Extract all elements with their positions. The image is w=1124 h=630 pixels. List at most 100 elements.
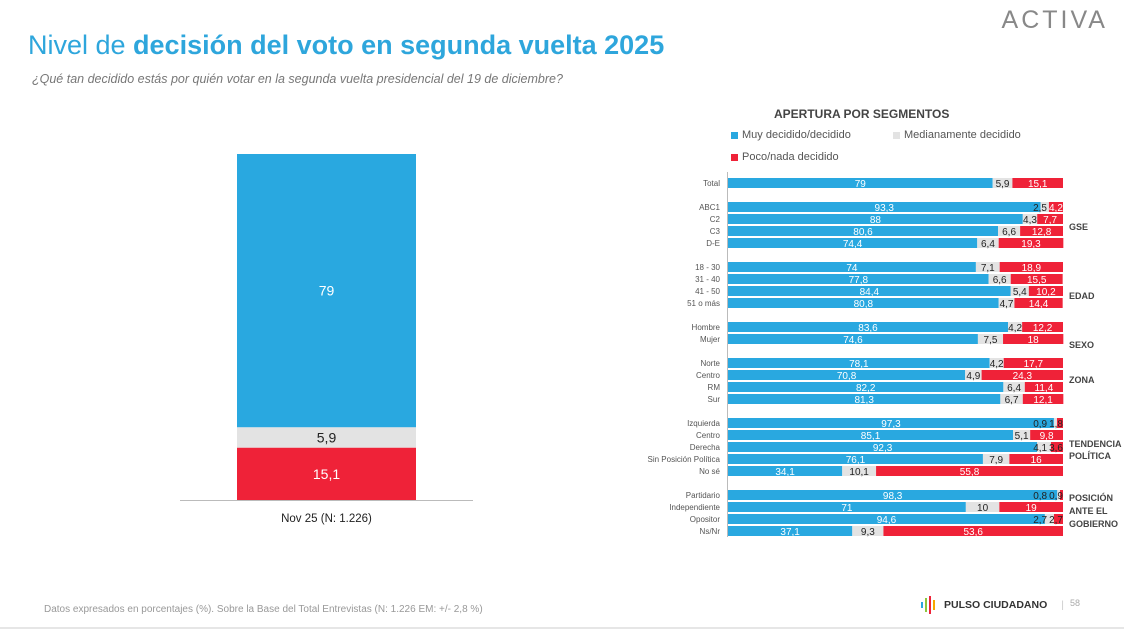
legend-label: Medianamente decidido (904, 129, 1021, 141)
title-bold: decisión del voto en segunda vuelta 2025 (133, 30, 665, 60)
bar-value-label: 70,8 (837, 371, 857, 382)
bar-value-label: 19,3 (1021, 239, 1041, 250)
bar-value-label: 0,9 (1033, 419, 1047, 430)
category-label: 41 - 50 (695, 287, 720, 296)
category-label: Sin Posición Política (648, 455, 721, 464)
bar-segment-low (1012, 178, 1063, 188)
group-label: GSE (1069, 222, 1088, 232)
bar-segment-medium (1037, 442, 1051, 452)
bar-value-label: 6,6 (993, 275, 1007, 286)
bar-segment-decided (728, 226, 999, 236)
bar-segment-medium (998, 298, 1015, 308)
bar-value-label: 4,7 (1000, 299, 1014, 310)
bar-value-label: 5,9 (317, 430, 337, 446)
bar-segment-medium (975, 262, 1000, 272)
bar-segment-decided (728, 454, 983, 464)
bar-value-label: 78,1 (849, 359, 869, 370)
pulso-logo-icon (921, 596, 935, 614)
bar-segment-low (1003, 334, 1064, 344)
bar-segment-medium (982, 454, 1010, 464)
page-number: 58 (1070, 598, 1081, 608)
bar-segment-decided (728, 358, 990, 368)
bar-segment-medium (965, 370, 982, 380)
bar-segment-low (1024, 382, 1063, 392)
bar-value-label: 7,7 (1043, 215, 1057, 226)
bar-segment-low (999, 502, 1063, 512)
bar-value-label: 0,8 (1033, 491, 1047, 502)
bar-segment-low (1028, 286, 1063, 296)
bar-value-label: 9,8 (1040, 431, 1054, 442)
category-label: Mujer (700, 335, 720, 344)
bar-segment-medium (1000, 394, 1023, 404)
overall-stacked-bar-chart: 79 5,9 15,1 Nov 25 (N: 1.226) (180, 154, 473, 525)
category-label: ABC1 (699, 203, 720, 212)
category-label: C2 (710, 215, 721, 224)
bar-value-label: 11,4 (1035, 383, 1054, 394)
bar-segment-medium (1057, 490, 1060, 500)
group-label: TENDENCIA (1069, 439, 1122, 449)
group-label: POSICIÓN (1069, 492, 1113, 503)
bar-segment-medium (1010, 286, 1029, 296)
bar-value-label: 4,2 (1049, 203, 1063, 214)
bar-segment-low (237, 447, 416, 500)
bar-segment-low (1014, 298, 1063, 308)
bar-segment-low (1056, 418, 1063, 428)
bar-value-label: 92,3 (873, 443, 893, 454)
bar-segment-decided (728, 334, 978, 344)
legend-swatch-gray (893, 131, 900, 139)
category-label: Opositor (690, 515, 721, 524)
bar-value-label: 2,7 (1049, 515, 1063, 526)
bar-value-label: 12,1 (1033, 395, 1053, 406)
bar-segment-decided (728, 262, 976, 272)
bar-segment-decided (728, 466, 843, 476)
bar-segment-medium (988, 274, 1011, 284)
bar-segment-medium (998, 226, 1021, 236)
bar-value-label: 7,1 (981, 263, 995, 274)
bar-value-label: 97,3 (881, 419, 901, 430)
category-label: 51 o más (687, 299, 720, 308)
bar-value-label: 55,8 (960, 467, 980, 478)
category-label: C3 (710, 227, 721, 236)
bar-segment-decided (728, 442, 1038, 452)
bar-segment-medium (1022, 214, 1038, 224)
bar-segment-low (1010, 274, 1063, 284)
bar-segment-decided (728, 502, 966, 512)
bar-segment-decided (728, 370, 966, 380)
bar-segment-decided (728, 286, 1011, 296)
bar-value-label: 4,2 (1008, 323, 1022, 334)
category-label: Derecha (690, 443, 721, 452)
category-label: Centro (696, 371, 721, 380)
segments-title: APERTURA POR SEGMENTOS (774, 107, 950, 121)
bar-value-label: 53,6 (963, 527, 983, 538)
footer-note: Datos expresados en porcentajes (%). Sob… (44, 604, 483, 615)
bar-segment-low (1022, 394, 1064, 404)
bar-segment-decided (728, 178, 993, 188)
bar-value-label: 19 (1026, 503, 1038, 514)
bar-segment-low (998, 238, 1064, 248)
bar-segment-low (1030, 430, 1063, 440)
group-label: GOBIERNO (1069, 519, 1118, 529)
bottom-rule (0, 627, 1124, 629)
bar-segment-low (1003, 358, 1063, 368)
bar-value-label: 80,8 (854, 299, 874, 310)
bar-value-label: 81,3 (854, 395, 874, 406)
bar-value-label: 74,4 (843, 239, 863, 250)
subtitle: ¿Qué tan decidido estás por quién votar … (32, 72, 563, 86)
bar-value-label: 74,6 (843, 335, 863, 346)
bar-value-label: 79 (855, 179, 867, 190)
bar-value-label: 9,3 (861, 527, 875, 538)
category-label: Norte (700, 359, 720, 368)
bar-value-label: 6,7 (1005, 395, 1019, 406)
bar-value-label: 80,6 (853, 227, 873, 238)
bar-value-label: 24,3 (1013, 371, 1033, 382)
bar-segment-medium (1040, 202, 1049, 212)
bar-value-label: 7,5 (984, 335, 998, 346)
bar-segment-medium (989, 358, 1004, 368)
category-label: 31 - 40 (695, 275, 720, 284)
bar-value-label: 17,7 (1024, 359, 1044, 370)
legend-label: Muy decidido/decidido (742, 129, 851, 141)
bar-segment-decided (728, 514, 1045, 524)
bar-value-label: 10,2 (1036, 287, 1056, 298)
bar-value-label: 88 (870, 215, 882, 226)
group-label: POLÍTICA (1069, 451, 1111, 461)
